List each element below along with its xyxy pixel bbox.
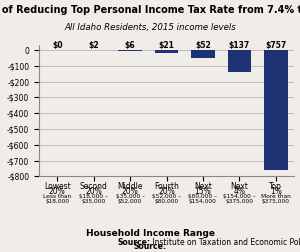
Text: Source:: Source: (134, 242, 166, 251)
Bar (227, 50, 251, 72)
Text: $2: $2 (88, 41, 99, 50)
Text: $35,000 –: $35,000 – (116, 194, 145, 199)
Text: All Idaho Residents, 2015 income levels: All Idaho Residents, 2015 income levels (64, 23, 236, 32)
Text: $375,000: $375,000 (225, 199, 254, 204)
Text: Middle: Middle (117, 182, 143, 191)
Text: Fourth: Fourth (154, 182, 179, 191)
Text: Lowest: Lowest (44, 182, 70, 191)
Text: 20%: 20% (158, 187, 175, 197)
Text: 1%: 1% (270, 187, 282, 197)
Bar (191, 50, 215, 58)
Text: Second: Second (80, 182, 108, 191)
Text: Impact of Reducing Top Personal Income Tax Rate from 7.4% to 7.3%: Impact of Reducing Top Personal Income T… (0, 5, 300, 15)
Text: 4%: 4% (233, 187, 245, 197)
Text: 15%: 15% (195, 187, 211, 197)
Text: 20%: 20% (49, 187, 66, 197)
Text: Less than: Less than (43, 194, 71, 199)
Text: 20%: 20% (85, 187, 102, 197)
Text: $52,000 –: $52,000 – (152, 194, 181, 199)
Text: Top: Top (269, 182, 282, 191)
Text: $6: $6 (125, 41, 135, 50)
Text: $757: $757 (265, 41, 286, 50)
Text: Next: Next (230, 182, 248, 191)
Text: $0: $0 (52, 41, 62, 50)
Text: $80,000: $80,000 (154, 199, 178, 204)
Text: Institute on Taxation and Economic Policy: Institute on Taxation and Economic Polic… (150, 238, 300, 247)
Text: Household Income Range: Household Income Range (85, 229, 214, 238)
Text: Source:: Source: (117, 238, 150, 247)
Bar (264, 50, 288, 170)
Text: More than: More than (261, 194, 291, 199)
Text: $154,000 –: $154,000 – (223, 194, 256, 199)
Text: $18,000: $18,000 (45, 199, 69, 204)
Text: $80,000 –: $80,000 – (188, 194, 218, 199)
Text: Source: Institute on Taxation and Economic Policy: Source: Institute on Taxation and Econom… (55, 242, 245, 251)
Text: Next: Next (194, 182, 212, 191)
Text: $18,000 –: $18,000 – (79, 194, 108, 199)
Text: $375,000: $375,000 (262, 199, 290, 204)
Text: $52,000: $52,000 (118, 199, 142, 204)
Text: $52: $52 (195, 41, 211, 50)
Bar (118, 50, 142, 51)
Bar (155, 50, 178, 53)
Text: $154,000: $154,000 (189, 199, 217, 204)
Text: $137: $137 (229, 41, 250, 50)
Text: $21: $21 (159, 41, 174, 50)
Text: 20%: 20% (122, 187, 138, 197)
Text: $35,000: $35,000 (82, 199, 106, 204)
